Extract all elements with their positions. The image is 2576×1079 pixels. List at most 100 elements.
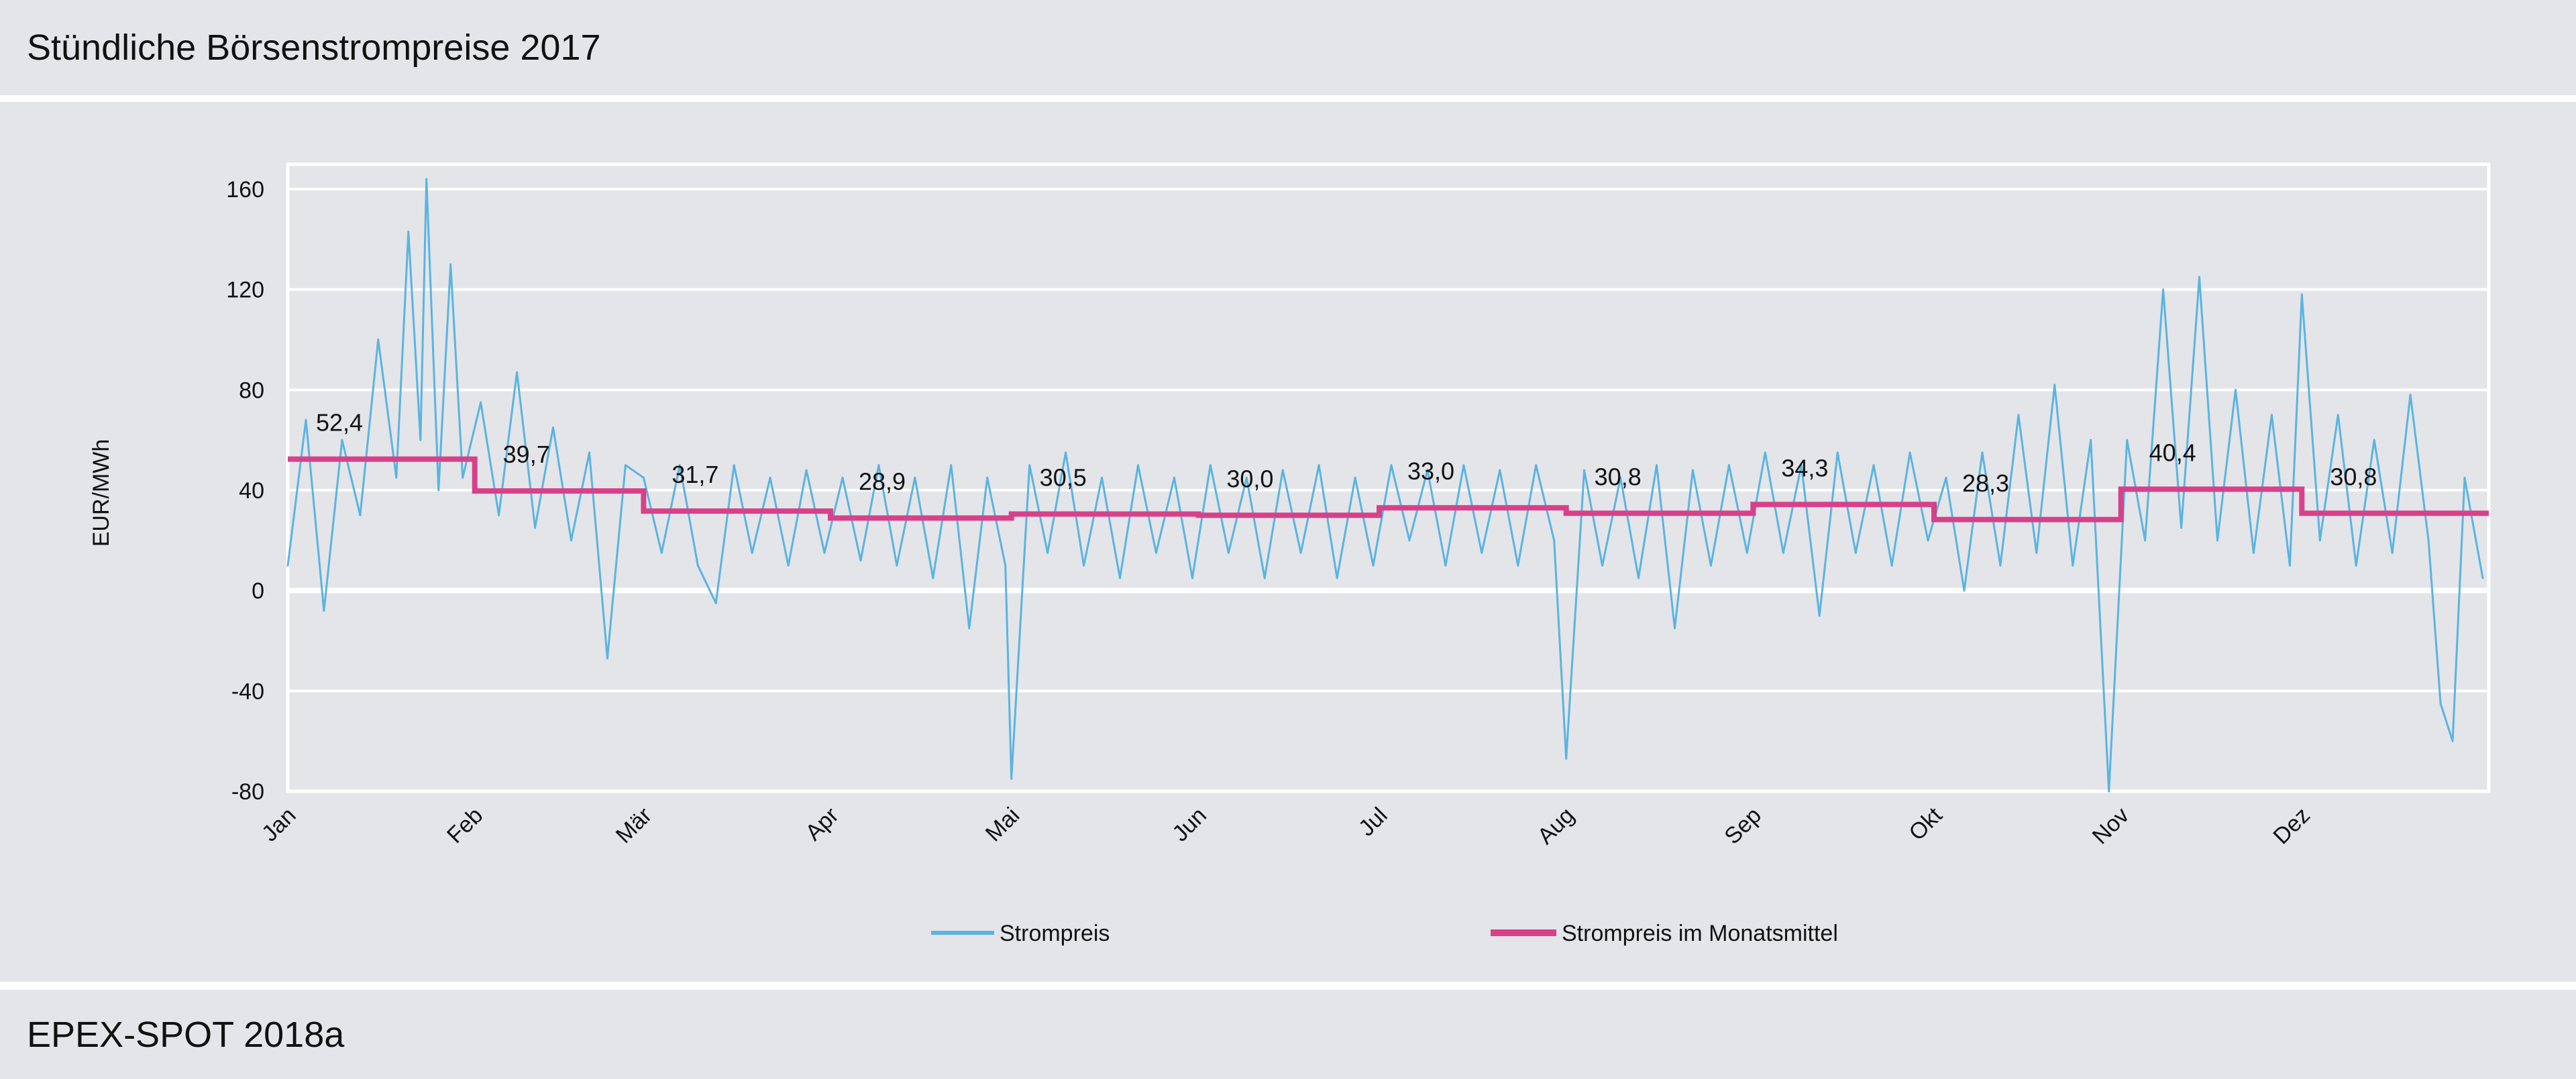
strompreis-point [377, 339, 380, 341]
y-tick-label: 160 [226, 177, 264, 203]
monthly-mean-label: 28,3 [1962, 469, 2009, 497]
strompreis-point [534, 526, 537, 529]
strompreis-point [2126, 439, 2129, 441]
strompreis-point [1444, 564, 1447, 567]
strompreis-point [1028, 464, 1031, 467]
strompreis-point [1281, 469, 1284, 471]
strompreis-point [1836, 451, 1839, 454]
strompreis-point [449, 263, 452, 266]
title-band: Stündliche Börsenstrompreise 2017 [0, 0, 2576, 95]
monthly-mean-label: 30,5 [1040, 464, 1087, 492]
monthly-mean-label: 31,7 [672, 461, 718, 488]
strompreis-point [395, 476, 398, 479]
hourly-series [286, 178, 2484, 793]
strompreis-point [1499, 469, 1501, 471]
strompreis-point [1046, 552, 1049, 555]
strompreis-point [1673, 627, 1676, 630]
strompreis-point [624, 464, 627, 467]
source-label: EPEX-SPOT 2018a [27, 1015, 345, 1055]
strompreis-point [2072, 564, 2074, 567]
monthly-mean-label: 30,8 [2330, 463, 2377, 490]
strompreis-point [1390, 464, 1393, 467]
strompreis-point [2427, 539, 2430, 542]
strompreis-point [1354, 476, 1356, 479]
strompreis-point [1065, 451, 1067, 454]
strompreis-point [437, 489, 440, 492]
strompreis-point [498, 514, 500, 516]
x-tick-label: Sep [1719, 803, 1766, 850]
monthly-mean-label: 30,8 [1595, 463, 1642, 490]
strompreis-point [1136, 464, 1139, 467]
strompreis-point [1601, 564, 1604, 567]
strompreis-point [1981, 451, 1984, 454]
strompreis-point [696, 564, 699, 567]
strompreis-point [1209, 464, 1212, 467]
strompreis-point [642, 476, 645, 479]
y-tick-label: -80 [231, 779, 264, 805]
strompreis-point [1263, 577, 1266, 579]
strompreis-point [341, 439, 343, 441]
strompreis-point [305, 418, 307, 421]
strompreis-point [2180, 526, 2183, 529]
strompreis-point [570, 539, 572, 542]
strompreis-point [359, 514, 362, 516]
strompreis-point [2481, 577, 2484, 579]
strompreis-point [1462, 464, 1465, 467]
strompreis-point [419, 439, 422, 441]
strompreis-point [1691, 469, 1694, 471]
strompreis-point [877, 464, 880, 467]
strompreis-point [2300, 293, 2303, 296]
data-labels: 52,4 39,7 31,7 28,9 30,5 30,0 33,0 30,8 34,3 28,3… [316, 409, 2377, 497]
strompreis-point [1408, 539, 1411, 542]
strompreis-point [2318, 539, 2321, 542]
strompreis-point [805, 469, 808, 471]
strompreis-point [1999, 564, 2002, 567]
strompreis-point [678, 464, 681, 467]
strompreis-point [1746, 552, 1748, 555]
footer-band: EPEX-SPOT 2018a [0, 990, 2576, 1079]
x-tick-label: Apr [800, 803, 843, 846]
y-tick-label: 120 [226, 278, 264, 303]
monthly-mean-label: 33,0 [1407, 457, 1454, 485]
x-tick-label: Okt [1904, 802, 1947, 846]
strompreis-point [1481, 552, 1483, 555]
strompreis-point [552, 426, 555, 429]
strompreis-point [1227, 552, 1230, 555]
strompreis-point [1583, 469, 1586, 471]
y-tick-label: 40 [239, 478, 264, 504]
strompreis-point [2270, 414, 2273, 416]
strompreis-point [1299, 552, 1302, 555]
strompreis-point [968, 627, 971, 630]
legend-label-monatsmittel: Strompreis im Monatsmittel [1562, 921, 1838, 946]
strompreis-point [1191, 577, 1193, 579]
strompreis-point [1173, 476, 1175, 479]
strompreis-point [914, 476, 916, 479]
strompreis-point [859, 559, 862, 562]
strompreis-point [2409, 394, 2412, 396]
strompreis-point [323, 610, 325, 612]
strompreis-point [2234, 388, 2237, 391]
strompreis-point [2108, 790, 2110, 793]
strompreis-point [1854, 552, 1857, 555]
strompreis-point [2391, 552, 2394, 555]
strompreis-point [896, 564, 898, 567]
strompreis-point [986, 476, 989, 479]
y-tick-label: -40 [231, 679, 264, 704]
strompreis-point [1764, 451, 1766, 454]
strompreis-point [1927, 539, 1929, 542]
y-tick-label: 80 [239, 378, 264, 403]
strompreis-point [2053, 384, 2056, 386]
strompreis-point [2252, 552, 2255, 555]
strompreis-point [1553, 539, 1556, 542]
strompreis-line [286, 178, 2484, 793]
x-tick-label: Mai [981, 803, 1025, 847]
monthly-mean-label: 30,0 [1226, 465, 1273, 492]
strompreis-point [1909, 451, 1911, 454]
legend-label-strompreis: Strompreis [1000, 921, 1110, 946]
strompreis-point [2439, 702, 2442, 705]
strompreis-point [751, 552, 753, 555]
strompreis-point [1782, 552, 1784, 555]
strompreis-point [2451, 740, 2454, 742]
strompreis-point [1083, 564, 1085, 567]
